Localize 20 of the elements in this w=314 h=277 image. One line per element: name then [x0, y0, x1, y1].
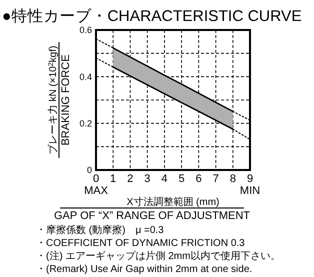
x-tick-label: 0 MAX	[84, 173, 109, 197]
x-tick-label: 1	[110, 173, 116, 185]
text: ・COEFFICIENT OF DYNAMIC FRICTION 0.3	[36, 238, 246, 249]
x-tick-label: 2	[127, 173, 134, 185]
y-tick-label: 0.6	[79, 25, 92, 36]
y-tick-label: 0.2	[79, 118, 92, 128]
x-tick-label: 4	[161, 173, 168, 185]
y-tick-label: 0	[86, 165, 92, 176]
x-tick-label: 5	[178, 173, 185, 185]
x-tick-label: 7	[212, 173, 219, 185]
x-tick-label: 9 MIN	[240, 173, 260, 197]
chart-title: ●特性カーブ・CHARACTERISTIC CURVE	[2, 7, 302, 25]
text: ・(注) エアーギャップは片側 2mm以内で使用下さい。	[36, 250, 280, 262]
text: ・(Remark) Use Air Gap within 2mm at one side.	[36, 264, 252, 275]
x-tick-label: 3	[144, 173, 150, 185]
text: ・摩擦係数 (動摩擦) μ =0.3	[36, 224, 164, 236]
x-axis-title: X寸法調整範囲 (mm) GAP OF “X” RANGE OF ADJUSTMENT	[54, 196, 250, 222]
x-tick-label: 8	[230, 173, 236, 185]
y-tick-label: 0.4	[79, 72, 92, 82]
x-tick-label: 6	[196, 173, 202, 185]
